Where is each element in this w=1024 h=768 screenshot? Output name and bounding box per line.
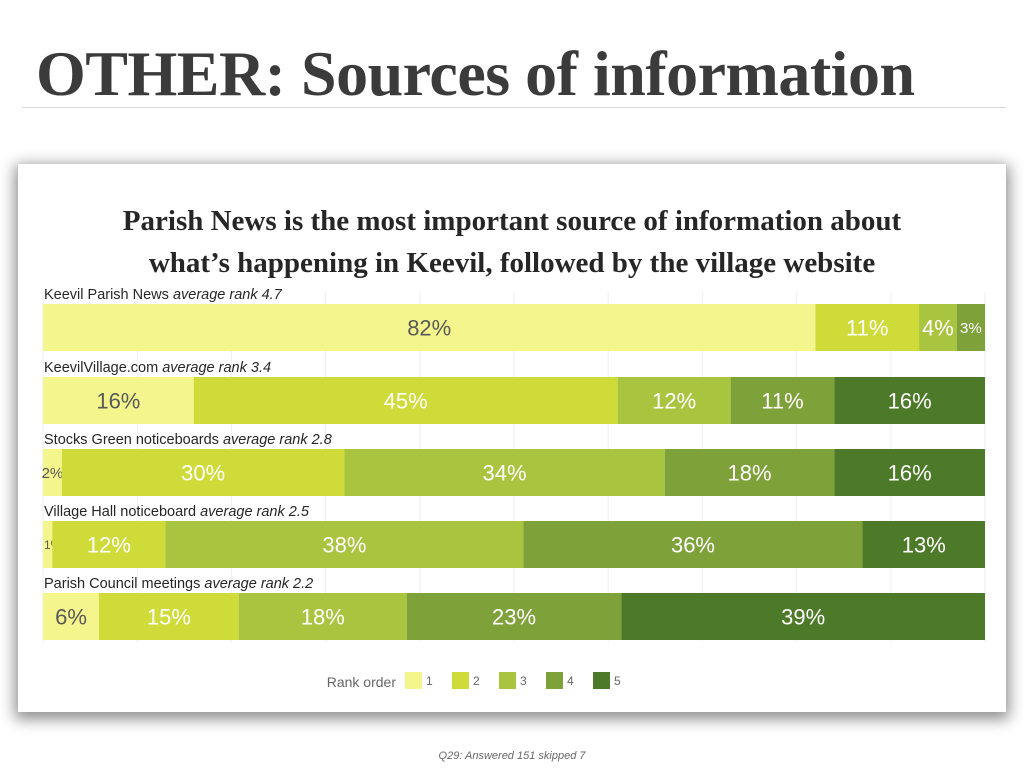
bar-segment-rank-1 bbox=[43, 449, 62, 496]
bar-segment-rank-4 bbox=[406, 593, 622, 640]
data-label: 18% bbox=[301, 604, 345, 629]
row-average-rank: average rank 3.4 bbox=[162, 360, 271, 376]
row-label: Stocks Green noticeboards average rank 2… bbox=[44, 432, 332, 448]
legend-label: 4 bbox=[567, 674, 574, 688]
row-name: Parish Council meetings bbox=[44, 576, 204, 592]
bar-segment-rank-5 bbox=[834, 377, 985, 424]
headline-line-1: Parish News is the most important source… bbox=[122, 205, 902, 237]
data-label: 3% bbox=[960, 320, 982, 337]
legend-swatch bbox=[452, 672, 469, 689]
bar-segment-rank-1 bbox=[43, 521, 53, 568]
bar-segment-rank-5 bbox=[862, 521, 985, 568]
row-name: Stocks Green noticeboards bbox=[44, 432, 223, 448]
legend-title: Rank order bbox=[327, 674, 397, 690]
bar-row: Stocks Green noticeboards average rank 2… bbox=[42, 432, 985, 496]
row-label: Village Hall noticeboard average rank 2.… bbox=[44, 504, 310, 520]
bar-segment-rank-4 bbox=[730, 377, 835, 424]
row-name: Village Hall noticeboard bbox=[44, 504, 200, 520]
legend-label: 5 bbox=[614, 674, 621, 688]
data-label: 15% bbox=[147, 604, 191, 629]
legend-swatch bbox=[499, 672, 516, 689]
bar-segment-rank-4 bbox=[523, 521, 863, 568]
row-average-rank: average rank 2.8 bbox=[223, 432, 332, 448]
chart-headline: Parish News is the most important source… bbox=[0, 200, 1024, 284]
row-label: KeevilVillage.com average rank 3.4 bbox=[44, 360, 271, 376]
data-label: 16% bbox=[96, 388, 140, 413]
bar-segment-rank-4 bbox=[956, 304, 985, 351]
bar-segment-rank-1 bbox=[43, 593, 99, 640]
legend-item: 4 bbox=[546, 672, 574, 689]
bar-segment-rank-2 bbox=[98, 593, 239, 640]
legend-item: 5 bbox=[593, 672, 621, 689]
bar-segment-rank-3 bbox=[919, 304, 957, 351]
legend-swatch bbox=[546, 672, 563, 689]
data-label: 4% bbox=[922, 315, 954, 340]
data-label: 11% bbox=[761, 388, 803, 413]
legend-item: 1 bbox=[405, 672, 433, 689]
bar-segment-rank-3 bbox=[238, 593, 407, 640]
bar-row: Keevil Parish News average rank 4.7 82% 11… bbox=[43, 287, 985, 351]
row-name: KeevilVillage.com bbox=[44, 360, 162, 376]
data-label: 45% bbox=[384, 388, 428, 413]
data-label: 16% bbox=[888, 460, 932, 485]
row-name: Keevil Parish News bbox=[44, 287, 173, 303]
bar-segment-rank-5 bbox=[834, 449, 985, 496]
bar-segment-rank-4 bbox=[664, 449, 835, 496]
legend-swatch bbox=[405, 672, 422, 689]
bar-segment-rank-3 bbox=[617, 377, 731, 424]
data-label: 30% bbox=[181, 460, 225, 485]
bar-segment-rank-5 bbox=[621, 593, 985, 640]
data-label: 36% bbox=[671, 532, 715, 557]
survey-footnote: Q29: Answered 151 skipped 7 bbox=[438, 750, 586, 762]
row-label: Parish Council meetings average rank 2.2 bbox=[44, 576, 313, 592]
data-label: 34% bbox=[483, 460, 527, 485]
bar-segment-rank-2 bbox=[52, 521, 166, 568]
legend-label: 2 bbox=[473, 674, 480, 688]
data-label: 38% bbox=[322, 532, 366, 557]
bar-segment-rank-2 bbox=[61, 449, 345, 496]
row-average-rank: average rank 2.5 bbox=[200, 504, 310, 520]
data-label: 13% bbox=[902, 532, 946, 557]
bar-segment-rank-3 bbox=[165, 521, 524, 568]
data-label: 12% bbox=[87, 532, 131, 557]
slide-title: OTHER: Sources of information bbox=[36, 38, 915, 109]
row-label: Keevil Parish News average rank 4.7 bbox=[44, 287, 283, 303]
data-label: 2% bbox=[42, 465, 64, 482]
bar-rows: Keevil Parish News average rank 4.7 82% 11… bbox=[42, 287, 985, 640]
bar-segment-rank-2 bbox=[193, 377, 618, 424]
data-label: 39% bbox=[781, 604, 825, 629]
legend-swatch bbox=[593, 672, 610, 689]
bar-row: Village Hall noticeboard average rank 2.… bbox=[43, 504, 985, 568]
data-label: 6% bbox=[55, 604, 87, 629]
bar-segment-rank-2 bbox=[815, 304, 920, 351]
legend-label: 1 bbox=[426, 674, 433, 688]
data-label: 18% bbox=[727, 460, 771, 485]
bar-row: KeevilVillage.com average rank 3.4 16% 45%… bbox=[43, 360, 985, 424]
data-label: 12% bbox=[652, 388, 696, 413]
row-average-rank: average rank 2.2 bbox=[204, 576, 313, 592]
legend-label: 3 bbox=[520, 674, 527, 688]
data-label: 11% bbox=[846, 315, 888, 340]
data-label: 82% bbox=[407, 315, 451, 340]
title-divider bbox=[22, 107, 1006, 108]
data-label: 23% bbox=[492, 604, 536, 629]
bar-row: Parish Council meetings average rank 2.2… bbox=[43, 576, 985, 640]
data-label: 16% bbox=[888, 388, 932, 413]
row-average-rank: average rank 4.7 bbox=[173, 287, 283, 303]
legend-item: 2 bbox=[452, 672, 480, 689]
chart-legend: Rank order 1 2 3 4 5 bbox=[327, 672, 621, 690]
headline-line-2: what’s happening in Keevil, followed by … bbox=[148, 247, 876, 279]
legend-item: 3 bbox=[499, 672, 527, 689]
bar-segment-rank-1 bbox=[43, 377, 194, 424]
bar-segment-rank-1 bbox=[43, 304, 816, 351]
bar-segment-rank-3 bbox=[344, 449, 665, 496]
